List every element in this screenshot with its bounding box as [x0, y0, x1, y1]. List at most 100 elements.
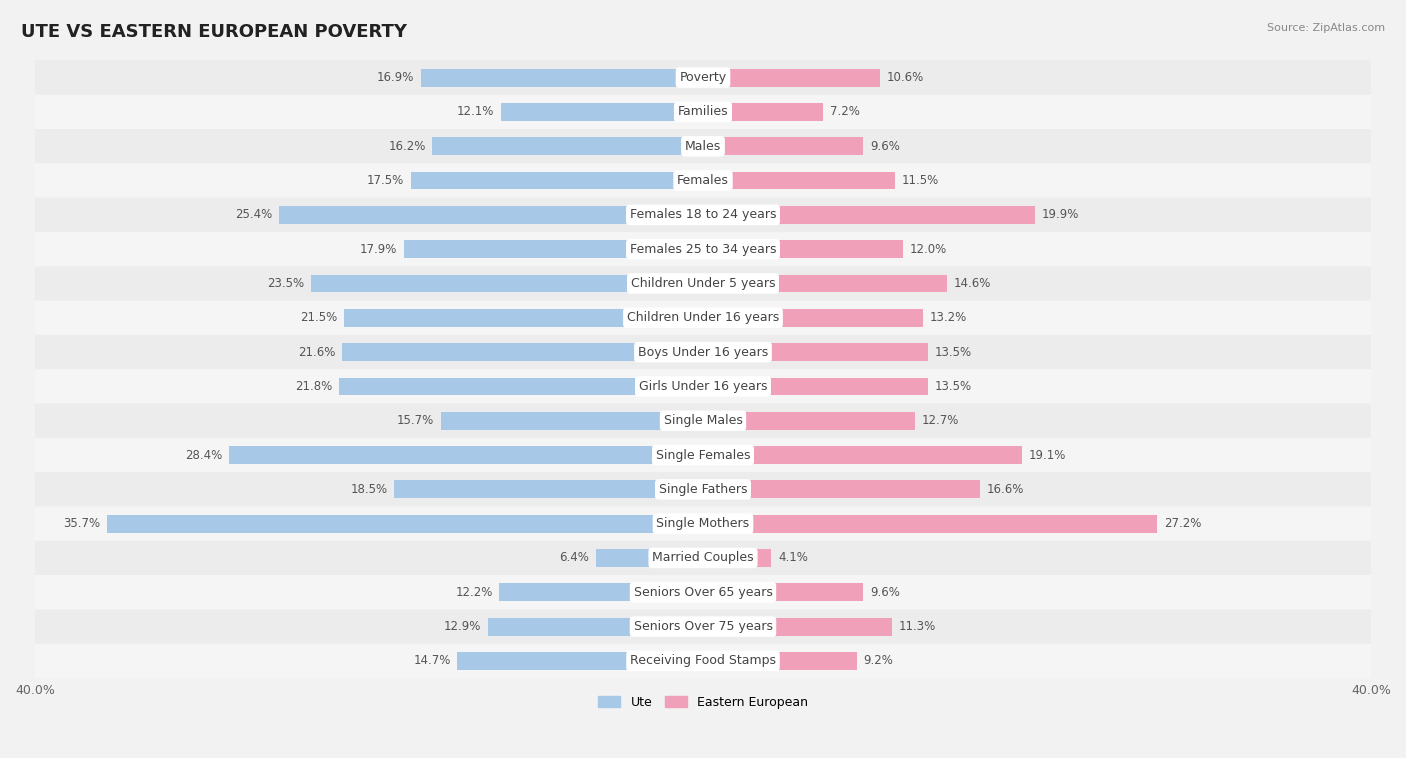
Legend: Ute, Eastern European: Ute, Eastern European	[592, 690, 814, 715]
Text: 12.1%: 12.1%	[457, 105, 495, 118]
Text: Single Fathers: Single Fathers	[659, 483, 747, 496]
Text: Boys Under 16 years: Boys Under 16 years	[638, 346, 768, 359]
Text: Females: Females	[678, 174, 728, 187]
Bar	[488, 618, 703, 635]
Text: Seniors Over 65 years: Seniors Over 65 years	[634, 586, 772, 599]
FancyBboxPatch shape	[35, 198, 1371, 232]
Text: UTE VS EASTERN EUROPEAN POVERTY: UTE VS EASTERN EUROPEAN POVERTY	[21, 23, 408, 41]
Text: 14.7%: 14.7%	[413, 654, 451, 667]
Bar	[703, 274, 946, 293]
Text: Girls Under 16 years: Girls Under 16 years	[638, 380, 768, 393]
Bar	[596, 549, 703, 567]
Text: Poverty: Poverty	[679, 71, 727, 84]
Text: 11.5%: 11.5%	[901, 174, 939, 187]
Text: 17.9%: 17.9%	[360, 243, 398, 255]
Text: 35.7%: 35.7%	[63, 517, 100, 530]
Text: 6.4%: 6.4%	[560, 552, 589, 565]
Text: 12.9%: 12.9%	[443, 620, 481, 633]
Text: Seniors Over 75 years: Seniors Over 75 years	[634, 620, 772, 633]
Bar	[411, 171, 703, 190]
Text: Source: ZipAtlas.com: Source: ZipAtlas.com	[1267, 23, 1385, 33]
FancyBboxPatch shape	[35, 438, 1371, 472]
Bar	[703, 515, 1157, 533]
Text: 10.6%: 10.6%	[887, 71, 924, 84]
FancyBboxPatch shape	[35, 95, 1371, 129]
Text: Males: Males	[685, 139, 721, 153]
Text: Females 25 to 34 years: Females 25 to 34 years	[630, 243, 776, 255]
Bar	[342, 343, 703, 361]
FancyBboxPatch shape	[35, 164, 1371, 198]
Text: 19.1%: 19.1%	[1029, 449, 1066, 462]
Bar	[344, 309, 703, 327]
Bar	[703, 412, 915, 430]
Bar	[703, 584, 863, 601]
Text: Single Males: Single Males	[664, 414, 742, 428]
Text: 9.6%: 9.6%	[870, 139, 900, 153]
Text: 12.0%: 12.0%	[910, 243, 948, 255]
Bar	[278, 206, 703, 224]
Bar	[703, 69, 880, 86]
Text: 16.2%: 16.2%	[388, 139, 426, 153]
Bar	[703, 652, 856, 670]
Text: 23.5%: 23.5%	[267, 277, 304, 290]
Text: 25.4%: 25.4%	[235, 208, 273, 221]
Text: Single Mothers: Single Mothers	[657, 517, 749, 530]
Bar	[703, 137, 863, 155]
Text: Children Under 5 years: Children Under 5 years	[631, 277, 775, 290]
FancyBboxPatch shape	[35, 335, 1371, 369]
Bar	[457, 652, 703, 670]
Bar	[433, 137, 703, 155]
Text: 12.2%: 12.2%	[456, 586, 492, 599]
Text: 27.2%: 27.2%	[1164, 517, 1201, 530]
Bar	[703, 206, 1035, 224]
Bar	[229, 446, 703, 464]
FancyBboxPatch shape	[35, 369, 1371, 403]
Text: 9.2%: 9.2%	[863, 654, 893, 667]
Text: Children Under 16 years: Children Under 16 years	[627, 312, 779, 324]
FancyBboxPatch shape	[35, 232, 1371, 266]
Text: 21.8%: 21.8%	[295, 380, 332, 393]
FancyBboxPatch shape	[35, 61, 1371, 95]
Bar	[703, 240, 904, 258]
Bar	[703, 618, 891, 635]
Text: 18.5%: 18.5%	[350, 483, 387, 496]
Text: 21.5%: 21.5%	[299, 312, 337, 324]
Text: Families: Families	[678, 105, 728, 118]
Text: 28.4%: 28.4%	[184, 449, 222, 462]
Text: 11.3%: 11.3%	[898, 620, 935, 633]
Bar	[703, 171, 896, 190]
Bar	[703, 377, 928, 396]
FancyBboxPatch shape	[35, 609, 1371, 644]
Text: Receiving Food Stamps: Receiving Food Stamps	[630, 654, 776, 667]
Bar	[703, 549, 772, 567]
FancyBboxPatch shape	[35, 301, 1371, 335]
Text: 13.5%: 13.5%	[935, 380, 973, 393]
Text: 13.2%: 13.2%	[931, 312, 967, 324]
Text: 17.5%: 17.5%	[367, 174, 404, 187]
Bar	[311, 274, 703, 293]
Text: 9.6%: 9.6%	[870, 586, 900, 599]
Text: 12.7%: 12.7%	[922, 414, 959, 428]
Text: 16.9%: 16.9%	[377, 71, 413, 84]
Bar	[107, 515, 703, 533]
Bar	[441, 412, 703, 430]
Bar	[420, 69, 703, 86]
Bar	[499, 584, 703, 601]
FancyBboxPatch shape	[35, 403, 1371, 438]
Text: 4.1%: 4.1%	[778, 552, 808, 565]
Bar	[703, 103, 824, 121]
Bar	[339, 377, 703, 396]
Text: 19.9%: 19.9%	[1042, 208, 1080, 221]
FancyBboxPatch shape	[35, 575, 1371, 609]
FancyBboxPatch shape	[35, 129, 1371, 164]
Text: Females 18 to 24 years: Females 18 to 24 years	[630, 208, 776, 221]
Text: 7.2%: 7.2%	[830, 105, 860, 118]
Bar	[703, 343, 928, 361]
Text: Married Couples: Married Couples	[652, 552, 754, 565]
Bar	[394, 481, 703, 498]
FancyBboxPatch shape	[35, 540, 1371, 575]
Text: 15.7%: 15.7%	[396, 414, 434, 428]
Text: 13.5%: 13.5%	[935, 346, 973, 359]
FancyBboxPatch shape	[35, 472, 1371, 506]
FancyBboxPatch shape	[35, 506, 1371, 540]
